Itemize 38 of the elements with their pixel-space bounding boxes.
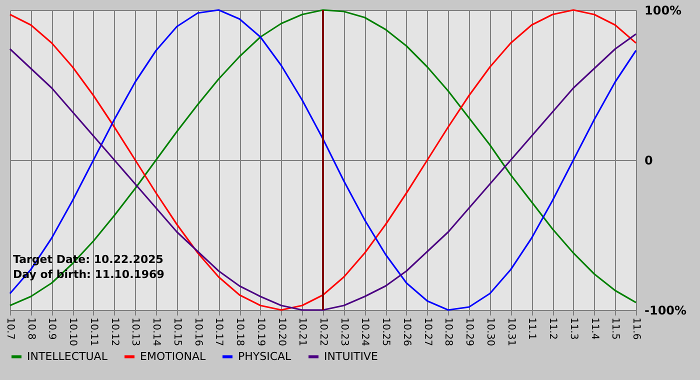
x-tick-label: 10.25 (380, 318, 392, 346)
x-tick-label: 10.15 (171, 318, 182, 346)
x-tick-label: 10.24 (359, 318, 370, 346)
x-tick-label: 10.27 (422, 318, 433, 346)
x-tick-label: 10.29 (464, 318, 475, 346)
x-tick-label: 11.2 (547, 318, 558, 340)
x-tick-label: 10.9 (46, 318, 58, 340)
x-tick-label: 10.18 (234, 318, 246, 346)
x-tick-label: 10.12 (108, 318, 120, 346)
x-tick-label: 10.11 (88, 318, 99, 346)
x-tick-label: 10.21 (296, 318, 308, 346)
legend-label: INTELLECTUAL (27, 350, 108, 363)
x-tick-label: 10.10 (67, 318, 78, 346)
x-tick-label: 11.5 (610, 318, 621, 340)
x-tick-label: 10.8 (25, 318, 36, 340)
legend-label: PHYSICAL (238, 350, 292, 363)
x-tick-label: 10.26 (400, 318, 412, 346)
x-tick-label: 10.28 (442, 318, 454, 346)
x-tick-label: 11.3 (568, 318, 579, 340)
x-tick-label: 10.14 (150, 318, 162, 346)
x-tick-label: 10.16 (192, 318, 204, 346)
x-tick-label: 10.30 (484, 318, 496, 346)
x-tick-label: 11.6 (630, 318, 642, 340)
x-tick-label: 10.31 (505, 318, 516, 346)
x-tick-label: 11.4 (588, 318, 600, 340)
x-tick-label: 10.20 (276, 318, 287, 346)
x-tick-label: 10.23 (338, 318, 350, 346)
legend-label: EMOTIONAL (140, 350, 206, 363)
x-tick-label: 10.13 (130, 318, 141, 346)
x-tick-label: 10.7 (4, 318, 16, 340)
legend-label: INTUITIVE (324, 350, 378, 363)
x-tick-label: 10.17 (213, 318, 224, 346)
x-tick-label: 10.22 (318, 318, 328, 346)
x-tick-label: 10.19 (254, 318, 266, 346)
y-tick-label: 0 (644, 154, 653, 168)
x-tick-label: 11.1 (526, 318, 538, 340)
y-tick-label: -100% (644, 304, 687, 318)
y-tick-label: 100% (644, 4, 682, 18)
